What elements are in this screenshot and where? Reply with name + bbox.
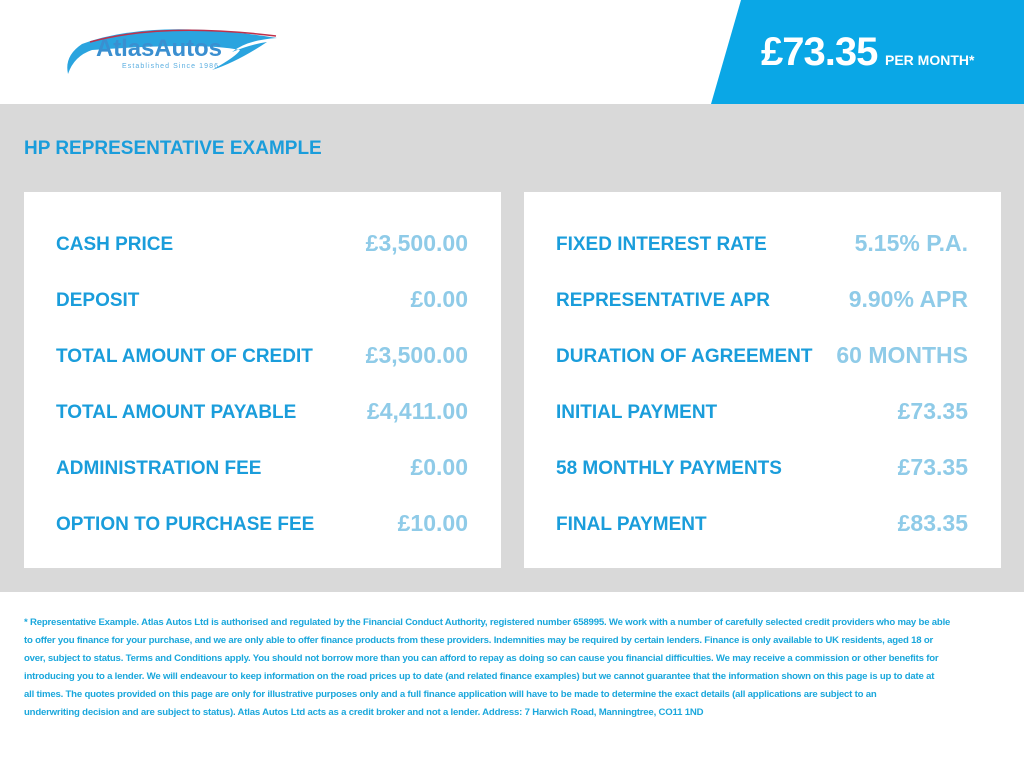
header: AtlasAutos Established Since 1986 £73.35… <box>0 0 1024 104</box>
finance-label: REPRESENTATIVE APR <box>556 290 770 311</box>
finance-row: TOTAL AMOUNT OF CREDIT £3,500.00 <box>56 342 468 372</box>
monthly-price: £73.35 <box>761 30 878 74</box>
logo[interactable]: AtlasAutos Established Since 1986 <box>62 22 282 82</box>
finance-row: OPTION TO PURCHASE FEE £10.00 <box>56 510 468 540</box>
disclaimer-line: introducing you to a lender. We will end… <box>24 671 935 682</box>
finance-label: CASH PRICE <box>56 234 174 255</box>
finance-label: TOTAL AMOUNT PAYABLE <box>56 402 297 423</box>
finance-value: 60 MONTHS <box>836 342 968 368</box>
per-month-label: PER MONTH* <box>885 52 975 68</box>
finance-row: INITIAL PAYMENT £73.35 <box>556 398 968 428</box>
finance-example-section: HP REPRESENTATIVE EXAMPLE CASH PRICE £3,5… <box>0 104 1024 592</box>
section-title: HP REPRESENTATIVE EXAMPLE <box>24 138 322 159</box>
finance-row: TOTAL AMOUNT PAYABLE £4,411.00 <box>56 398 468 428</box>
disclaimer-line: underwriting decision and are subject to… <box>24 707 704 718</box>
finance-label: OPTION TO PURCHASE FEE <box>56 514 315 535</box>
finance-label: FINAL PAYMENT <box>556 514 707 535</box>
finance-value: £3,500.00 <box>365 342 468 368</box>
finance-label: INITIAL PAYMENT <box>556 402 718 423</box>
finance-card-left: CASH PRICE £3,500.00 DEPOSIT £0.00 TOTAL AMO… <box>24 192 501 568</box>
disclaimer-line: over, subject to status. Terms and Condi… <box>24 653 939 664</box>
finance-row: FIXED INTEREST RATE 5.15% P.A. <box>556 230 968 260</box>
svg-text:Established Since 1986: Established Since 1986 <box>122 63 218 70</box>
finance-label: ADMINISTRATION FEE <box>56 458 262 479</box>
finance-label: FIXED INTEREST RATE <box>556 234 767 255</box>
finance-value: £0.00 <box>410 286 468 312</box>
finance-label: TOTAL AMOUNT OF CREDIT <box>56 346 313 367</box>
monthly-price-banner: £73.35 PER MONTH* <box>711 0 1024 104</box>
disclaimer-line: * Representative Example. Atlas Autos Lt… <box>24 617 951 628</box>
finance-label: 58 MONTHLY PAYMENTS <box>556 458 782 479</box>
finance-card-right: FIXED INTEREST RATE 5.15% P.A. REPRESENTAT… <box>524 192 1001 568</box>
finance-value: 9.90% APR <box>848 286 968 312</box>
disclaimer-line: to offer you finance for your purchase, … <box>24 635 934 646</box>
finance-row: DURATION OF AGREEMENT 60 MONTHS <box>556 342 968 372</box>
finance-value: £73.35 <box>897 398 968 424</box>
finance-label: DURATION OF AGREEMENT <box>556 346 813 367</box>
finance-value: 5.15% P.A. <box>854 230 968 256</box>
car-swoosh-icon: AtlasAutos Established Since 1986 <box>67 29 277 74</box>
finance-value: £4,411.00 <box>366 398 468 424</box>
finance-value: £0.00 <box>410 454 468 480</box>
finance-value: £73.35 <box>897 454 968 480</box>
finance-row: REPRESENTATIVE APR 9.90% APR <box>556 286 968 316</box>
finance-row: CASH PRICE £3,500.00 <box>56 230 468 260</box>
finance-row: ADMINISTRATION FEE £0.00 <box>56 454 468 484</box>
finance-row: FINAL PAYMENT £83.35 <box>556 510 968 540</box>
disclaimer: * Representative Example. Atlas Autos Lt… <box>24 614 984 722</box>
svg-text:AtlasAutos: AtlasAutos <box>96 35 222 62</box>
finance-row: DEPOSIT £0.00 <box>56 286 468 316</box>
finance-value: £3,500.00 <box>365 230 468 256</box>
finance-value: £83.35 <box>897 510 968 536</box>
finance-row: 58 MONTHLY PAYMENTS £73.35 <box>556 454 968 484</box>
finance-label: DEPOSIT <box>56 290 140 311</box>
finance-value: £10.00 <box>397 510 468 536</box>
disclaimer-line: all times. The quotes provided on this p… <box>24 689 877 700</box>
